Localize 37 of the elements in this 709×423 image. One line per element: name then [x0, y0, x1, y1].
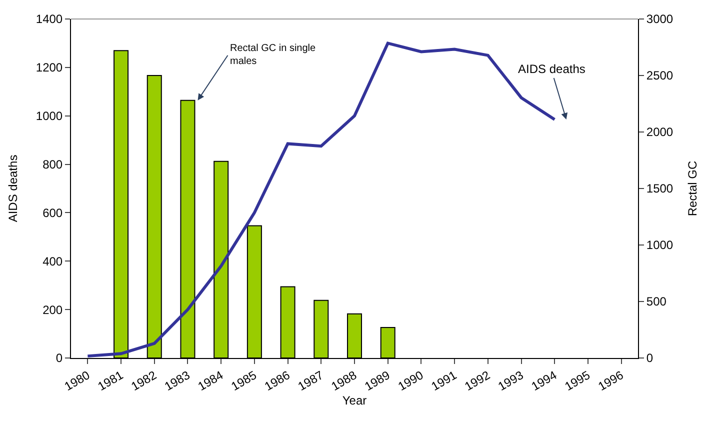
y-tick-label: 1000 — [36, 109, 63, 124]
x-tick-label: 1981 — [95, 368, 126, 394]
x-axis-title: Year — [342, 394, 367, 408]
series-label: AIDS deaths — [518, 62, 586, 76]
x-tick-label: 1994 — [528, 368, 560, 394]
y2-tick-label: 0 — [646, 351, 654, 366]
x-tick-label: 1986 — [262, 368, 293, 394]
y-tick-label: 800 — [42, 157, 63, 172]
x-tick-label: 1995 — [562, 368, 593, 394]
x-tick-label: 1987 — [296, 368, 326, 394]
x-tick-label: 1989 — [362, 368, 393, 394]
x-tick-label: 1988 — [328, 368, 360, 394]
y-tick-label: 1400 — [36, 12, 63, 26]
x-tick-label: 1984 — [195, 368, 226, 394]
x-tick-label: 1992 — [462, 368, 493, 394]
y-tick-label: 600 — [42, 206, 63, 220]
y-tick-label: 0 — [56, 351, 63, 366]
y2-tick-label: 500 — [646, 294, 667, 309]
text: Rectal GC in single males — [230, 43, 316, 67]
y-tick-label: 200 — [42, 302, 63, 317]
y2-tick-label: 1500 — [646, 182, 674, 196]
x-tick-label: 1990 — [396, 368, 426, 394]
x-tick-label: 1996 — [596, 368, 626, 394]
y2-axis-title: Rectal GC — [685, 160, 700, 216]
x-tick-label: 1993 — [496, 368, 526, 394]
x-tick-label: 1991 — [428, 368, 460, 394]
y-tick-label: 1200 — [36, 60, 63, 75]
x-tick-label: 1985 — [228, 368, 260, 394]
y-axis-title: AIDS deaths — [6, 154, 20, 222]
x-tick-label: 1980 — [62, 368, 92, 394]
y2-tick-label: 2000 — [646, 125, 674, 140]
x-tick-label: 1982 — [128, 368, 160, 394]
y2-tick-label: 3000 — [646, 12, 674, 26]
x-tick-label: 1983 — [162, 368, 193, 394]
y-tick-label: 400 — [42, 254, 63, 268]
y2-tick-label: 1000 — [646, 238, 674, 252]
y2-tick-label: 2500 — [646, 68, 674, 83]
